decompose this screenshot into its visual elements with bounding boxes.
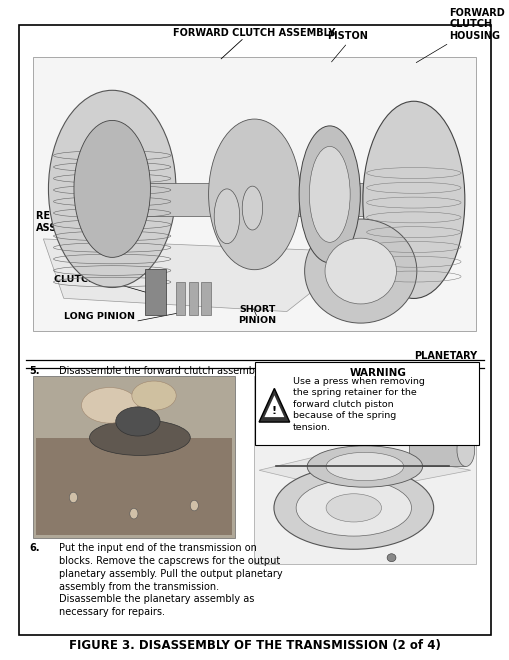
Text: FORWARD CLUTCH ASSEMBLY: FORWARD CLUTCH ASSEMBLY — [173, 28, 335, 38]
Ellipse shape — [456, 433, 474, 467]
Bar — [36, 438, 232, 535]
Text: REVERSE CLUTCH
ASSEMBLY: REVERSE CLUTCH ASSEMBLY — [36, 211, 131, 232]
Polygon shape — [264, 395, 284, 417]
Polygon shape — [259, 388, 289, 422]
Text: WARNING: WARNING — [349, 368, 406, 378]
Ellipse shape — [306, 446, 422, 487]
Ellipse shape — [214, 189, 239, 244]
Ellipse shape — [362, 101, 464, 298]
Ellipse shape — [325, 452, 403, 480]
Ellipse shape — [386, 554, 395, 562]
Bar — [104, 183, 378, 216]
Text: FORWARD
CLUTCH
HOUSING: FORWARD CLUTCH HOUSING — [448, 8, 504, 41]
Ellipse shape — [371, 401, 393, 431]
Ellipse shape — [324, 238, 395, 304]
Text: Disassemble the forward clutch assembly as
necessary for repairs.: Disassemble the forward clutch assembly … — [59, 366, 277, 389]
Bar — [375, 395, 460, 436]
Text: 6.: 6. — [30, 543, 40, 553]
Ellipse shape — [116, 407, 160, 436]
Bar — [201, 282, 210, 315]
Ellipse shape — [81, 387, 137, 423]
Ellipse shape — [296, 480, 411, 536]
Bar — [33, 57, 475, 331]
Text: Use a press when removing
the spring retainer for the
forward clutch piston
beca: Use a press when removing the spring ret… — [293, 377, 425, 432]
Bar — [145, 269, 165, 315]
Ellipse shape — [304, 219, 416, 323]
Circle shape — [190, 500, 198, 511]
Ellipse shape — [242, 186, 262, 230]
Circle shape — [69, 492, 77, 503]
Bar — [188, 282, 197, 315]
Ellipse shape — [325, 494, 381, 522]
Bar — [33, 376, 234, 538]
Text: CLUTCH RING: CLUTCH RING — [53, 275, 125, 284]
Circle shape — [129, 508, 138, 519]
Bar — [254, 362, 478, 445]
Polygon shape — [259, 447, 470, 493]
Text: Put the input end of the transmission on
blocks. Remove the capscrews for the ou: Put the input end of the transmission on… — [59, 543, 281, 617]
Text: !: ! — [271, 406, 276, 416]
Ellipse shape — [273, 467, 433, 549]
FancyBboxPatch shape — [19, 25, 490, 635]
Ellipse shape — [132, 381, 176, 410]
Ellipse shape — [208, 119, 300, 270]
Bar — [409, 433, 464, 467]
Text: FIGURE 3. DISASSEMBLY OF THE TRANSMISSION (2 of 4): FIGURE 3. DISASSEMBLY OF THE TRANSMISSIO… — [69, 639, 440, 652]
Ellipse shape — [309, 147, 350, 242]
Text: SHORT
PINION: SHORT PINION — [238, 306, 276, 325]
Bar — [253, 376, 475, 564]
Text: PISTON: PISTON — [326, 31, 367, 41]
Text: 5.: 5. — [30, 366, 40, 376]
Ellipse shape — [48, 90, 176, 288]
Ellipse shape — [299, 126, 360, 263]
Ellipse shape — [90, 420, 190, 455]
Bar — [176, 282, 185, 315]
Polygon shape — [43, 239, 361, 312]
Text: PLANETARY
ASSEMBLY: PLANETARY ASSEMBLY — [413, 351, 476, 373]
Ellipse shape — [74, 120, 150, 257]
Text: LONG PINION: LONG PINION — [64, 312, 135, 321]
